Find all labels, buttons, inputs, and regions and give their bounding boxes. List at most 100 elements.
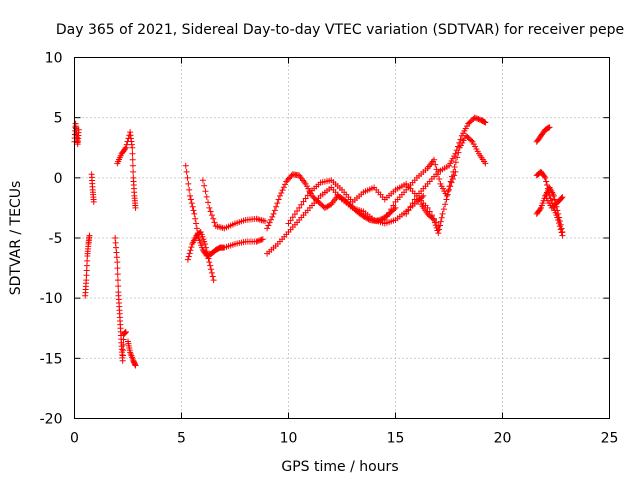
- x-tick-labels: 0 5 10 15 20 25: [70, 431, 618, 447]
- data-point: [193, 220, 200, 227]
- data-point: [407, 203, 414, 210]
- y-tick-label: 0: [54, 171, 63, 187]
- data-point: [204, 251, 211, 258]
- data-point: [208, 269, 215, 276]
- data-point: [559, 228, 566, 235]
- data-point: [279, 187, 286, 194]
- data-point: [189, 203, 196, 210]
- series-arc-a: [71, 120, 82, 148]
- series-arc-f: [125, 338, 139, 369]
- data-point: [436, 226, 443, 233]
- data-point: [431, 216, 438, 223]
- data-point: [271, 207, 278, 214]
- data-point: [187, 247, 194, 254]
- data-point: [210, 215, 217, 222]
- data-point: [266, 219, 273, 226]
- data-point: [119, 357, 126, 364]
- data-point: [192, 215, 199, 222]
- data-point: [446, 186, 452, 193]
- data-point: [120, 341, 127, 348]
- data-point: [451, 172, 458, 179]
- data-point: [454, 154, 461, 161]
- data-point: [325, 202, 332, 209]
- data-point: [431, 219, 438, 226]
- data-point: [558, 225, 565, 232]
- data-point: [323, 204, 330, 211]
- data-point: [208, 212, 215, 219]
- data-point: [405, 207, 412, 214]
- data-point: [211, 219, 218, 226]
- data-point: [259, 236, 266, 243]
- data-point: [287, 217, 294, 224]
- series-arc-k: [264, 184, 427, 257]
- data-point: [129, 156, 136, 163]
- data-point: [122, 328, 129, 335]
- data-point: [284, 176, 291, 183]
- data-point: [444, 191, 451, 198]
- data-point: [75, 126, 82, 133]
- y-tick-labels: -20 -15 -10 -5 0 5 10: [40, 51, 63, 428]
- data-point: [296, 204, 303, 211]
- data-point: [114, 259, 121, 266]
- data-point: [185, 180, 192, 187]
- data-point: [203, 248, 210, 255]
- x-tick-label: 0: [70, 431, 79, 447]
- data-point: [324, 203, 331, 210]
- data-point: [123, 141, 130, 148]
- data-point: [288, 172, 295, 179]
- data-point: [457, 136, 464, 143]
- data-point: [551, 196, 558, 203]
- data-point: [438, 214, 445, 221]
- plot-frame: [74, 57, 610, 419]
- data-point: [207, 262, 214, 269]
- data-point: [186, 186, 193, 193]
- data-point: [285, 220, 292, 227]
- data-point: [285, 175, 292, 182]
- data-point: [202, 244, 209, 251]
- data-point: [302, 195, 309, 202]
- series-arc-d: [112, 235, 129, 364]
- data-point: [203, 193, 210, 200]
- data-point: [278, 189, 285, 196]
- series-arc-o: [418, 168, 459, 237]
- data-points: [71, 114, 566, 369]
- data-point: [210, 277, 217, 284]
- series-arc-g: [182, 162, 266, 260]
- data-point: [543, 178, 550, 185]
- data-point: [558, 195, 565, 202]
- data-point: [275, 196, 282, 203]
- data-point: [287, 174, 294, 181]
- data-point: [542, 174, 549, 181]
- data-point: [187, 196, 194, 203]
- data-point: [270, 210, 277, 217]
- series-arc-n: [403, 114, 489, 217]
- data-point: [261, 218, 268, 225]
- data-point: [90, 198, 97, 205]
- data-point: [456, 139, 463, 146]
- data-point: [386, 209, 393, 216]
- data-point: [205, 255, 212, 262]
- data-point: [321, 204, 328, 211]
- x-tick-label: 5: [177, 431, 186, 447]
- data-point: [202, 241, 209, 248]
- x-tick-label: 25: [601, 431, 619, 447]
- data-point: [274, 200, 281, 207]
- y-tick-label: -15: [40, 351, 63, 367]
- data-point: [537, 206, 544, 213]
- data-point: [190, 207, 197, 214]
- data-point: [436, 176, 443, 183]
- data-point: [449, 176, 456, 183]
- data-point: [448, 179, 455, 186]
- data-point: [130, 168, 137, 175]
- data-point: [185, 253, 192, 260]
- series-arc-r: [533, 184, 566, 235]
- data-point: [554, 207, 561, 214]
- y-tick-label: -20: [40, 412, 63, 428]
- data-point: [482, 160, 489, 167]
- data-point: [420, 192, 427, 199]
- data-point: [294, 208, 301, 215]
- data-point: [206, 204, 213, 211]
- data-point: [409, 200, 416, 207]
- data-point: [555, 214, 562, 221]
- data-point: [191, 210, 198, 217]
